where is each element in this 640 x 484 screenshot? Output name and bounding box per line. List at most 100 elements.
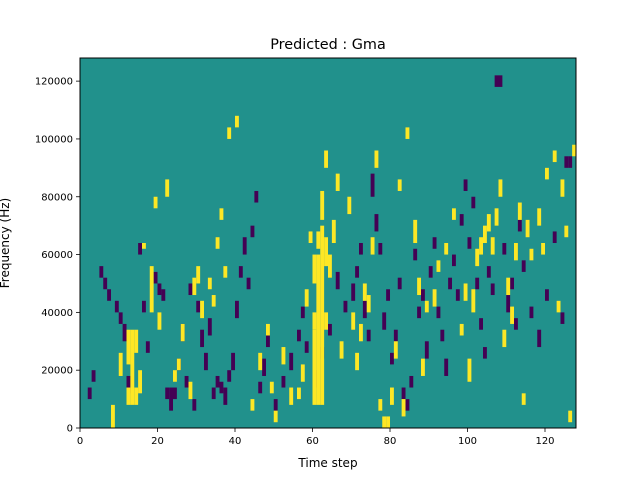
- heatmap-cell-high: [339, 341, 344, 359]
- heatmap-cell-high: [366, 295, 371, 313]
- heatmap-cell-low: [494, 75, 499, 87]
- heatmap-cell-low: [440, 329, 445, 342]
- heatmap-cell-low: [87, 387, 92, 400]
- heatmap-cell-high: [269, 381, 274, 394]
- heatmap-cell-low: [235, 300, 239, 319]
- y-tick-label: 80000: [41, 192, 73, 203]
- heatmap-cell-high: [362, 283, 367, 301]
- heatmap-cell-low: [502, 243, 507, 255]
- heatmap-cell-high: [324, 237, 329, 267]
- heatmap-cell-high: [390, 387, 394, 405]
- x-tick-label: 120: [535, 436, 554, 447]
- heatmap-cell-low: [386, 289, 391, 301]
- heatmap-cell-high: [552, 150, 557, 163]
- heatmap-cell-low: [188, 283, 193, 296]
- heatmap-cell-high: [130, 329, 135, 405]
- heatmap-cell-high: [328, 254, 332, 278]
- x-tick-label: 80: [384, 436, 397, 447]
- heatmap-cell-high: [300, 364, 305, 382]
- heatmap-cell-low: [471, 196, 476, 209]
- heatmap-cell-high: [111, 404, 115, 429]
- heatmap-cell-high: [514, 243, 518, 261]
- heatmap-cell-low: [266, 335, 270, 348]
- heatmap-cell-low: [405, 399, 410, 411]
- heatmap-cell-high: [312, 312, 317, 330]
- heatmap-cell-high: [351, 312, 356, 330]
- heatmap-cell-low: [409, 375, 414, 388]
- heatmap-cell-low: [99, 266, 104, 278]
- heatmap-cell-low: [564, 156, 569, 168]
- heatmap-cell-high: [510, 306, 515, 324]
- heatmap-cell-high: [126, 387, 131, 405]
- heatmap-cell-low: [432, 237, 437, 249]
- heatmap-cell-low: [211, 387, 216, 400]
- heatmap-cell-low: [227, 370, 232, 382]
- heatmap-cell-high: [560, 179, 565, 197]
- heatmap-cell-high: [324, 150, 329, 168]
- heatmap-cell-high: [192, 277, 197, 296]
- heatmap-cell-high: [490, 237, 495, 255]
- heatmap-cell-high: [568, 410, 573, 423]
- y-axis-label: Frequency (Hz): [0, 198, 12, 289]
- heatmap-cell-low: [250, 225, 255, 238]
- heatmap-cell-low: [483, 347, 487, 359]
- heatmap-cell-high: [475, 248, 480, 267]
- heatmap-cell-low: [397, 277, 402, 290]
- heatmap-cell-high: [370, 237, 375, 255]
- heatmap-cell-high: [258, 352, 263, 371]
- heatmap-cell-low: [138, 243, 143, 255]
- heatmap-cell-low: [393, 329, 398, 342]
- heatmap-cell-high: [308, 231, 313, 243]
- heatmap-cell-low: [378, 243, 383, 255]
- heatmap-cell-high: [223, 266, 228, 278]
- heatmap-cell-low: [517, 219, 522, 232]
- heatmap-cell-high: [297, 387, 301, 400]
- heatmap-cell-low: [328, 323, 332, 336]
- heatmap-cell-high: [316, 254, 321, 405]
- heatmap-cell-low: [436, 306, 441, 319]
- heatmap-cell-low: [297, 329, 301, 342]
- heatmap-cell-high: [517, 202, 522, 220]
- heatmap-cell-low: [281, 375, 286, 388]
- heatmap-cell-low: [382, 312, 387, 330]
- heatmap-cell-high: [134, 387, 139, 405]
- heatmap-cell-low: [448, 277, 453, 290]
- heatmap-cell-high: [347, 196, 352, 215]
- heatmap-cell-high: [173, 370, 177, 382]
- heatmap-cell-high: [424, 300, 429, 313]
- x-tick-label: 0: [77, 436, 83, 447]
- heatmap-cell-low: [103, 277, 108, 290]
- heatmap-cell-high: [572, 144, 577, 157]
- heatmap-cell-high: [157, 312, 162, 330]
- heatmap-cell-high: [432, 289, 437, 307]
- heatmap-cell-high: [502, 329, 507, 348]
- heatmap-cell-high: [118, 352, 123, 376]
- heatmap-cell-high: [273, 410, 278, 423]
- heatmap-cell-low: [300, 306, 305, 319]
- heatmap-cell-low: [463, 179, 468, 191]
- x-axis: 0 20 40 60 80 100 120: [77, 428, 555, 447]
- heatmap-cell-low: [219, 381, 224, 394]
- heatmap-cell-high: [196, 266, 201, 284]
- heatmap-cell-low: [417, 306, 422, 319]
- heatmap-cell-high: [405, 127, 410, 139]
- y-axis: 0 20000 40000 60000 80000 100000 120000: [35, 77, 80, 435]
- x-tick-label: 20: [151, 436, 164, 447]
- heatmap-cell-high: [556, 300, 561, 313]
- heatmap-cell-high: [188, 381, 193, 400]
- heatmap-cell-high: [312, 329, 317, 405]
- heatmap-cell-low: [390, 352, 394, 365]
- heatmap-cell-high: [537, 208, 542, 226]
- heatmap-cell-low: [289, 352, 294, 371]
- heatmap-cell-high: [320, 190, 325, 220]
- heatmap-cell-high: [486, 214, 491, 232]
- heatmap-cell-low: [169, 387, 174, 411]
- heatmap-cell-low: [568, 156, 573, 168]
- heatmap-cell-high: [250, 399, 255, 411]
- heatmap-cell-high: [316, 231, 321, 249]
- heatmap-cell-low: [479, 318, 484, 330]
- heatmap-cell-low: [529, 306, 534, 319]
- heatmap-cell-high: [506, 277, 511, 296]
- heatmap-cell-high: [359, 323, 363, 342]
